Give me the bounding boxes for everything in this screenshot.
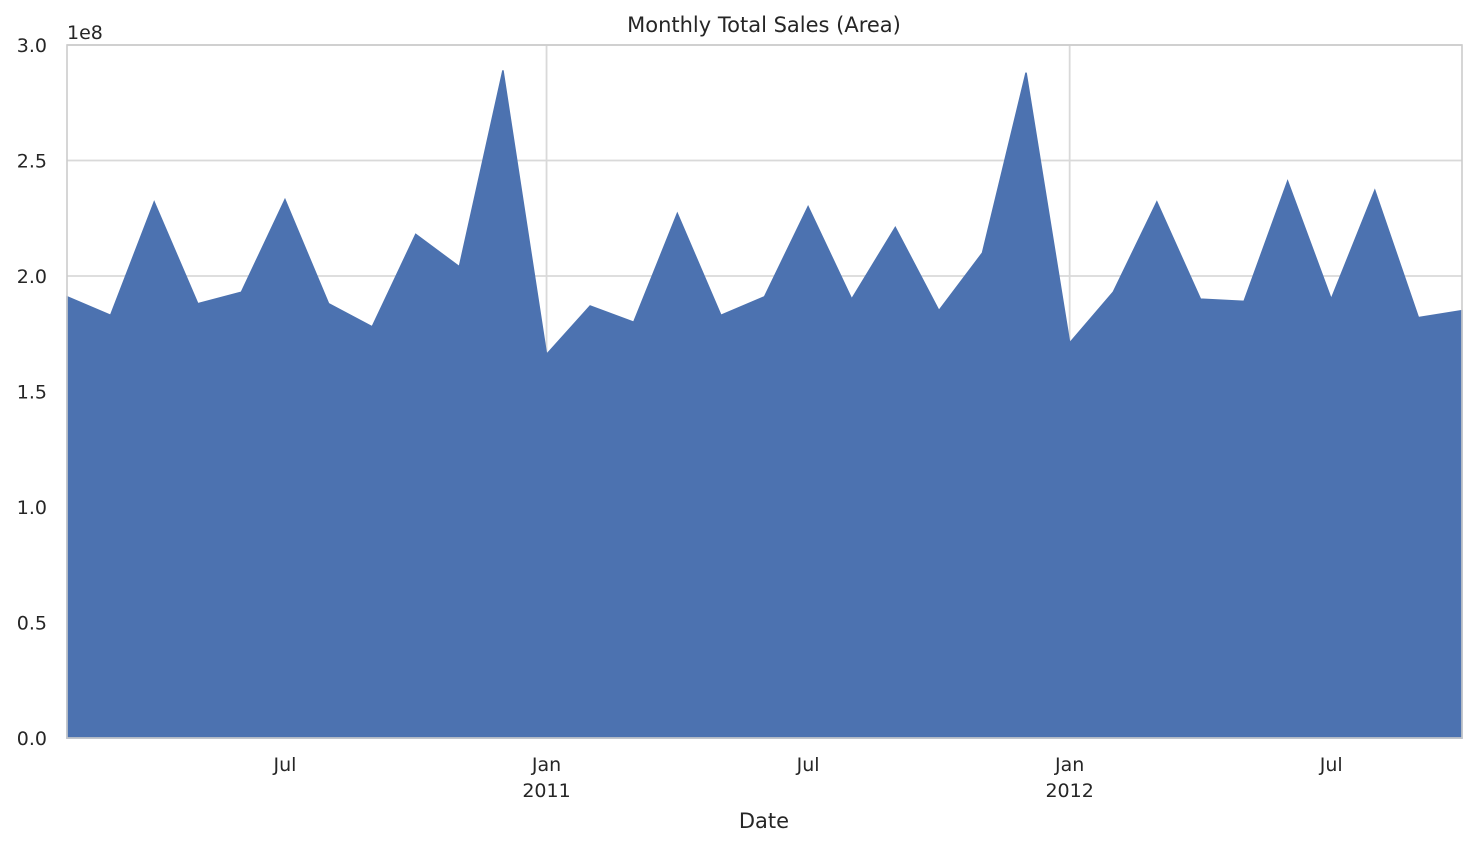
y-tick-label: 0.5 xyxy=(17,613,47,635)
y-tick-label: 2.5 xyxy=(17,151,47,173)
y-tick-label: 3.0 xyxy=(17,35,47,57)
y-axis-ticks: 0.0 0.5 1.0 1.5 2.0 2.5 3.0 xyxy=(17,35,47,750)
x-tick-label: Jan xyxy=(531,754,561,776)
y-offset-label: 1e8 xyxy=(67,22,103,44)
plot-frame xyxy=(66,44,1463,739)
y-tick-label: 2.0 xyxy=(17,266,47,288)
chart-title: Monthly Total Sales (Area) xyxy=(627,13,901,37)
x-tick-label: Jan xyxy=(1054,754,1084,776)
y-tick-label: 1.5 xyxy=(17,382,47,404)
x-tick-year-label: 2012 xyxy=(1045,780,1093,802)
x-tick-label: Jul xyxy=(273,754,297,776)
y-tick-label: 1.0 xyxy=(17,497,47,519)
y-tick-label: 0.0 xyxy=(17,728,47,750)
x-tick-year-label: 2011 xyxy=(522,780,570,802)
x-axis-ticks: Jul Jan 2011 Jul Jan 2012 Jul xyxy=(273,754,1343,802)
area-series xyxy=(66,70,1463,739)
x-tick-label: Jul xyxy=(1319,754,1343,776)
x-axis-label: Date xyxy=(739,809,789,833)
x-tick-label: Jul xyxy=(796,754,820,776)
